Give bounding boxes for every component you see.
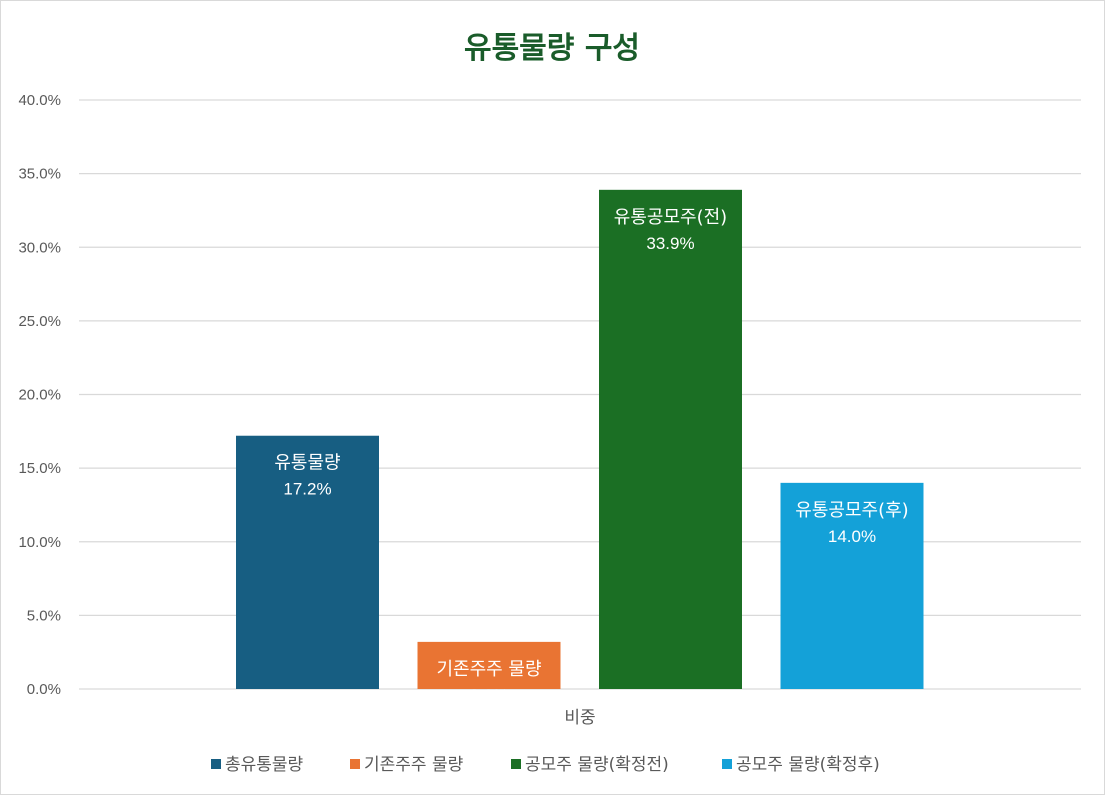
bar (236, 435, 379, 689)
legend-swatch (722, 759, 732, 769)
bars (236, 189, 924, 689)
y-tick-label: 0.0% (27, 681, 61, 698)
y-tick-label: 25.0% (18, 313, 61, 330)
y-tick-label: 15.0% (18, 460, 61, 477)
bar-value-label: 17.2% (283, 480, 331, 499)
legend-label: 공모주 물량(확정전) (525, 755, 669, 775)
chart-title: 유통물량 구성 (464, 31, 640, 66)
y-tick-label: 40.0% (18, 92, 61, 109)
x-category-label: 비중 (564, 708, 595, 728)
legend-swatch (511, 759, 521, 769)
bar (780, 482, 924, 689)
grid-lines (79, 99, 1081, 690)
y-tick-label: 10.0% (18, 534, 61, 551)
bar-name-label: 유통공모주(전) (614, 207, 727, 228)
bar-name-label: 기존주주 물량 (436, 659, 541, 680)
bar-value-label: 14.0% (828, 527, 876, 546)
legend-swatch (211, 759, 221, 769)
bar-value-label: 33.9% (646, 234, 694, 253)
bar-name-label: 유통물량 (274, 453, 340, 474)
legend: 총유통물량 기존주주 물량 공모주 물량(확정전) 공모주 물량(확정후) (211, 755, 880, 775)
bar-name-label: 유통공모주(후) (795, 500, 908, 521)
legend-label: 공모주 물량(확정후) (736, 755, 880, 775)
legend-label: 기존주주 물량 (364, 755, 464, 775)
legend-swatch (350, 759, 360, 769)
y-tick-label: 35.0% (18, 166, 61, 183)
y-axis-ticks: 0.0% 5.0% 10.0% 15.0% 20.0% 25.0% 30.0% 35.0% 40… (18, 92, 61, 698)
y-tick-label: 5.0% (27, 607, 61, 624)
y-tick-label: 30.0% (18, 239, 61, 256)
bar (417, 641, 561, 689)
bar (599, 189, 742, 689)
legend-label: 총유통물량 (225, 755, 304, 775)
bar-value-label: 3.2% (470, 686, 509, 705)
data-labels: 유통물량 17.2% 기존주주 물량 3.2% 유통공모주(전) 33.9% 유통공모주(후… (274, 207, 908, 705)
y-tick-label: 20.0% (18, 387, 61, 404)
